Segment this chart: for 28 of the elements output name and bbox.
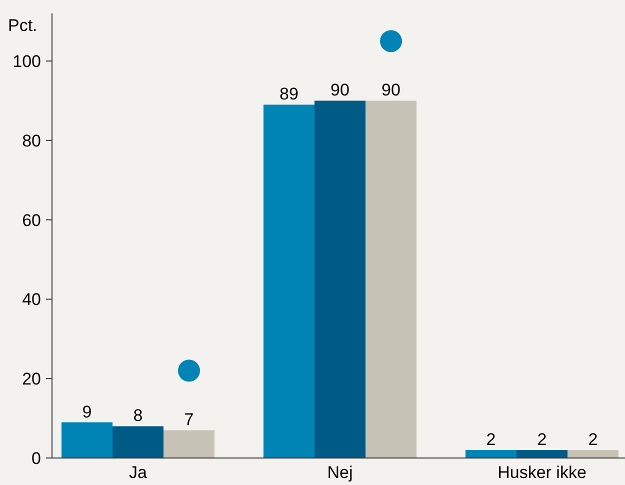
data-label: 8 [133, 406, 143, 426]
bar [164, 430, 214, 458]
data-label: 2 [486, 430, 496, 450]
data-label: 90 [330, 80, 350, 100]
y-tick-label: 0 [32, 449, 41, 468]
y-axis-title: Pct. [8, 16, 38, 35]
y-tick-label: 80 [22, 131, 41, 150]
bar [516, 450, 568, 458]
bar [366, 100, 416, 458]
bar [264, 104, 314, 458]
y-tick-label: 60 [22, 210, 41, 230]
data-label: 9 [82, 402, 92, 422]
x-tick-label: Ja [129, 463, 148, 482]
data-label: 90 [382, 80, 400, 100]
bar [568, 450, 618, 458]
data-label: 89 [280, 84, 298, 104]
bar [466, 450, 516, 458]
y-tick-label: 40 [22, 290, 41, 310]
bar [112, 426, 164, 458]
y-tick-label: 100 [12, 52, 41, 71]
y-tick-label: 20 [22, 370, 41, 389]
data-label: 2 [588, 430, 598, 450]
data-label: 2 [537, 430, 547, 450]
x-tick-label: Husker ikke [498, 463, 586, 482]
data-label: 7 [184, 410, 194, 430]
x-tick-label: Nej [327, 463, 353, 482]
bar [314, 100, 366, 458]
bar [62, 422, 112, 458]
